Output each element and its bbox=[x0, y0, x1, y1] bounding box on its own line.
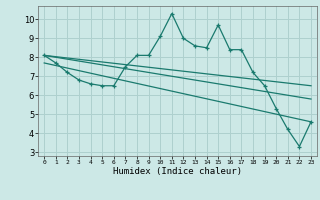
X-axis label: Humidex (Indice chaleur): Humidex (Indice chaleur) bbox=[113, 167, 242, 176]
